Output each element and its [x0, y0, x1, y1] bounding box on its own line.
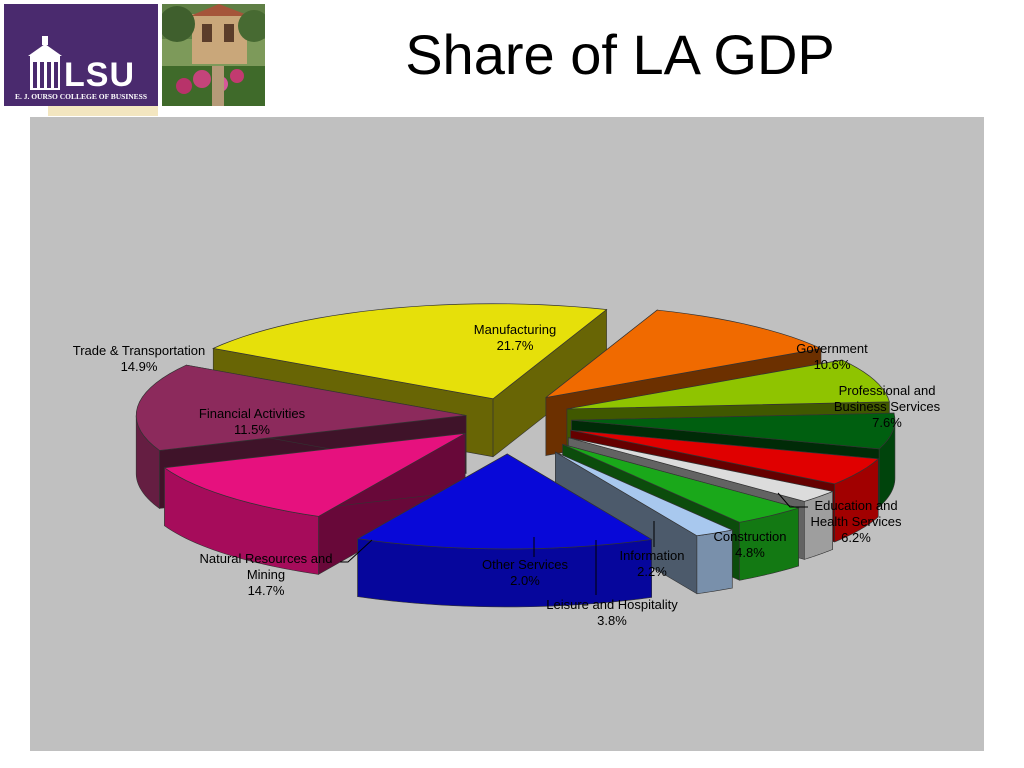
logo-text: LSU — [64, 56, 135, 94]
pie-slice-natural-resources-and-mining — [356, 453, 653, 608]
slice-label-manufacturing: Manufacturing — [474, 322, 556, 337]
slice-label-natural-resources-and-mining: Natural Resources and Mining — [200, 551, 333, 582]
slice-value-financial-activities: 11.5% — [234, 422, 270, 437]
slice-label-leisure-and-hospitality: Leisure and Hospitality — [546, 597, 678, 612]
lsu-logo: LSU E. J. OURSO COLLEGE OF BUSINESS — [4, 4, 158, 106]
logo-subtext: E. J. OURSO COLLEGE OF BUSINESS — [14, 92, 148, 101]
slice-value-professional-and-business-services: 7.6% — [872, 415, 902, 430]
slice-value-information: 2.2% — [637, 564, 667, 579]
slice-value-natural-resources-and-mining: 14.7% — [248, 583, 285, 598]
pie-slice-financial-activities — [163, 432, 466, 575]
pie-slice-other-services — [555, 451, 734, 595]
chart-area: Manufacturing 21.7% Government 10.6% Profess… — [30, 117, 984, 751]
slice-value-government: 10.6% — [814, 357, 851, 372]
logo-accent-strip — [48, 106, 158, 116]
slice-value-trade-transportation: 14.9% — [121, 359, 158, 374]
slice-value-education-and-health-services: 6.2% — [841, 530, 871, 545]
leader-line-education-and-health-services — [777, 492, 808, 508]
slice-label-information: Information — [619, 548, 684, 563]
lsu-building-icon — [28, 36, 62, 90]
slice-value-leisure-and-hospitality: 3.8% — [597, 613, 627, 628]
campus-photo — [162, 4, 265, 106]
slice-label-government: Government — [796, 341, 868, 356]
slice-value-other-services: 2.0% — [510, 573, 540, 588]
slice-label-other-services: Other Services — [482, 557, 568, 572]
slice-label-financial-activities: Financial Activities — [199, 406, 306, 421]
slice-label-education-and-health-services: Education and Health Services — [810, 498, 902, 529]
slice-label-construction: Construction — [714, 529, 787, 544]
slice-value-construction: 4.8% — [735, 545, 765, 560]
slice-label-professional-and-business-services: Professional and Business Services — [834, 383, 941, 414]
page-title: Share of LA GDP — [405, 23, 835, 86]
slice-label-trade-transportation: Trade & Transportation — [73, 343, 205, 358]
slice-value-manufacturing: 21.7% — [497, 338, 534, 353]
leader-line-natural-resources-and-mining — [340, 539, 373, 563]
